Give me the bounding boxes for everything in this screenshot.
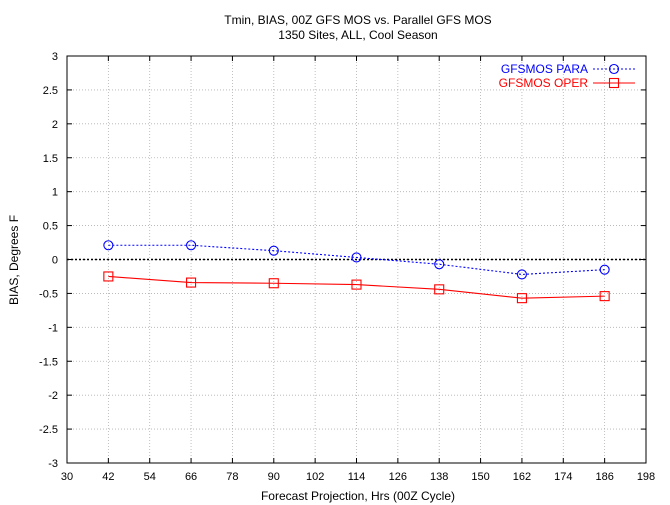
data-point-gfsmos-oper (351, 279, 362, 290)
x-tick-label: 186 (595, 471, 613, 483)
legend-marker-gfsmos-para (608, 63, 620, 75)
x-tick-label: 150 (471, 471, 489, 483)
y-tick-label: 0 (52, 255, 58, 267)
x-tick-label: 42 (102, 471, 114, 483)
x-tick-label: 54 (144, 471, 156, 483)
data-point-gfsmos-para (351, 252, 362, 263)
x-tick-label: 138 (430, 471, 448, 483)
data-point-gfsmos-oper (516, 293, 527, 304)
legend-label-gfsmos-oper: GFSMOS OPER (499, 76, 589, 90)
series-layer (103, 240, 610, 304)
data-point-gfsmos-para (103, 240, 114, 251)
y-tick-label: -0.5 (39, 288, 58, 300)
y-tick-label: 3 (52, 51, 58, 63)
data-point-gfsmos-para (434, 259, 445, 270)
data-point-gfsmos-para (516, 269, 527, 280)
chart-subtitle: 1350 Sites, ALL, Cool Season (278, 28, 437, 42)
x-tick-label: 174 (554, 471, 572, 483)
x-tick-label: 78 (226, 471, 238, 483)
y-axis-label: BIAS, Degrees F (7, 215, 21, 305)
x-axis-label: Forecast Projection, Hrs (00Z Cycle) (261, 489, 455, 503)
series-gfsmos-para (103, 240, 610, 280)
data-point-gfsmos-para (186, 240, 197, 251)
data-point-gfsmos-oper (186, 277, 197, 288)
x-tick-label: 114 (348, 471, 366, 483)
chart-title: Tmin, BIAS, 00Z GFS MOS vs. Parallel GFS… (224, 13, 491, 27)
data-point-gfsmos-oper (434, 284, 445, 295)
data-point-gfsmos-oper (103, 271, 114, 282)
data-point-gfsmos-para (268, 245, 279, 256)
x-tick-label: 102 (306, 471, 324, 483)
legend-marker-gfsmos-oper (608, 77, 620, 89)
series-line-gfsmos-para (108, 244, 605, 275)
x-tick-label: 126 (389, 471, 407, 483)
x-tick-label: 66 (185, 471, 197, 483)
y-tick-label: -2.5 (39, 424, 58, 436)
data-point-gfsmos-oper (599, 291, 610, 302)
y-tick-label: 1.5 (43, 153, 58, 165)
x-tick-label: 162 (513, 471, 531, 483)
y-tick-label: 2.5 (43, 85, 58, 97)
series-line-gfsmos-oper (108, 275, 605, 299)
y-tick-label: -1 (48, 322, 58, 334)
y-tick-label: -3 (48, 458, 58, 470)
x-tick-label: 90 (268, 471, 280, 483)
series-gfsmos-oper (103, 271, 610, 304)
legend-label-gfsmos-para: GFSMOS PARA (501, 62, 588, 76)
y-tick-label: -1.5 (39, 356, 58, 368)
y-tick-label: -2 (48, 390, 58, 402)
y-tick-label: 1 (52, 187, 58, 199)
x-tick-label: 198 (637, 471, 655, 483)
data-point-gfsmos-oper (268, 278, 279, 289)
x-tick-label: 30 (61, 471, 73, 483)
y-tick-label: 2 (52, 119, 58, 131)
data-point-gfsmos-para (599, 264, 610, 275)
y-tick-label: 0.5 (43, 221, 58, 233)
axis-ticks: 30 42 54 66 78 90 102 114 126 138 150 162 174 186 1983… (39, 51, 655, 483)
